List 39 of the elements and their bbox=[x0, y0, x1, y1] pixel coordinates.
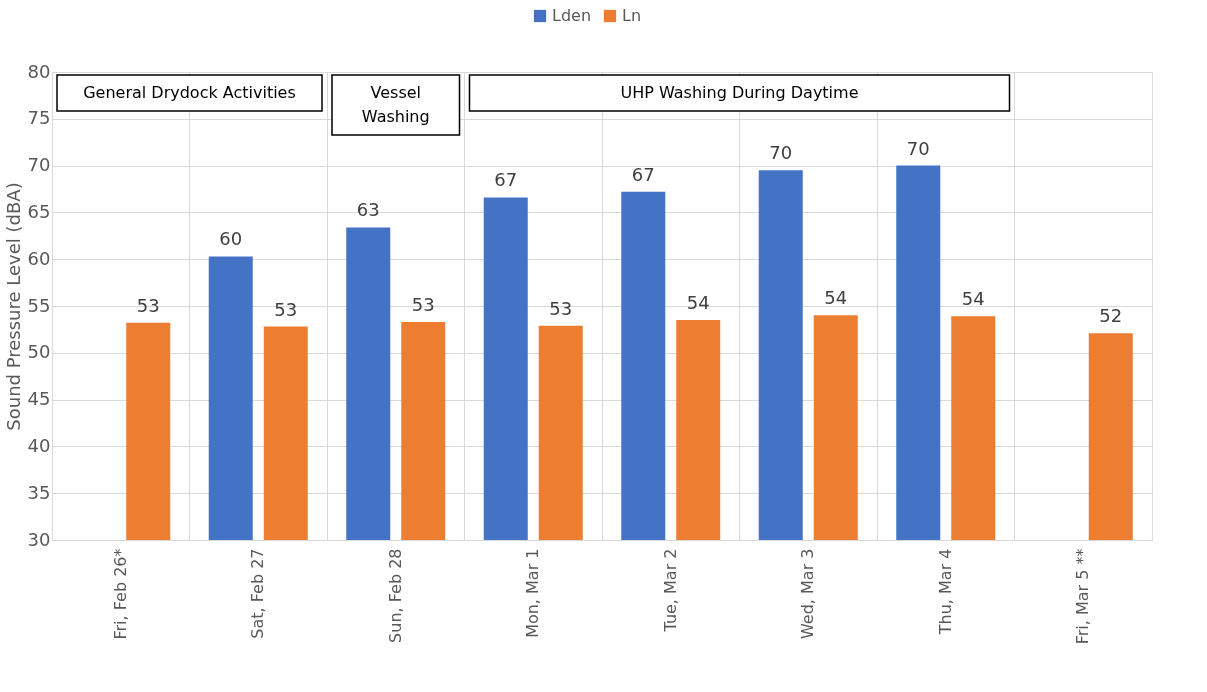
y-tick-label: 75 bbox=[27, 107, 51, 129]
data-label: 54 bbox=[824, 287, 848, 309]
y-tick-label: 40 bbox=[27, 434, 51, 456]
y-tick-label: 70 bbox=[27, 154, 51, 176]
y-tick-label: 50 bbox=[27, 341, 51, 363]
y-tick-label: 35 bbox=[27, 481, 51, 503]
x-tick-label: Fri, Mar 5 ** bbox=[1073, 548, 1093, 645]
y-tick-label: 65 bbox=[27, 200, 51, 222]
data-label: 52 bbox=[1099, 305, 1123, 327]
band-label: Vessel Washing bbox=[361, 83, 430, 126]
y-tick-label: 55 bbox=[27, 294, 51, 316]
x-tick-label: Mon, Mar 1 bbox=[523, 548, 543, 638]
y-tick-label: 60 bbox=[27, 247, 51, 269]
x-tick-label: Sat, Feb 27 bbox=[248, 548, 268, 639]
data-label: 53 bbox=[136, 294, 160, 316]
data-label: 67 bbox=[631, 163, 655, 185]
data-label: 60 bbox=[219, 228, 243, 250]
x-tick-label: Thu, Mar 4 bbox=[935, 548, 955, 636]
x-tick-label: Sun, Feb 28 bbox=[385, 548, 405, 643]
x-tick-label: Tue, Mar 2 bbox=[660, 548, 680, 633]
data-label: 53 bbox=[274, 298, 298, 320]
band-label: UHP Washing During Daytime bbox=[620, 83, 859, 102]
y-tick-label: 45 bbox=[27, 388, 51, 410]
data-label: 54 bbox=[686, 292, 710, 314]
x-tick-label: Fri, Feb 26* bbox=[110, 548, 130, 640]
data-label: 63 bbox=[356, 199, 380, 221]
data-label: 54 bbox=[961, 288, 985, 310]
data-label: 53 bbox=[411, 293, 435, 315]
y-tick-label: 80 bbox=[27, 60, 51, 82]
band-label: General Drydock Activities bbox=[83, 83, 296, 102]
data-label: 67 bbox=[494, 169, 518, 191]
legend-label: Ln bbox=[622, 6, 642, 25]
legend-label: Lden bbox=[552, 6, 592, 25]
y-axis-title: Sound Pressure Level (dBA) bbox=[2, 182, 24, 431]
data-label: 53 bbox=[549, 297, 573, 319]
data-label: 70 bbox=[769, 142, 793, 164]
y-tick-label: 30 bbox=[27, 528, 51, 550]
x-tick-label: Wed, Mar 3 bbox=[798, 548, 818, 640]
data-label: 70 bbox=[906, 137, 930, 159]
